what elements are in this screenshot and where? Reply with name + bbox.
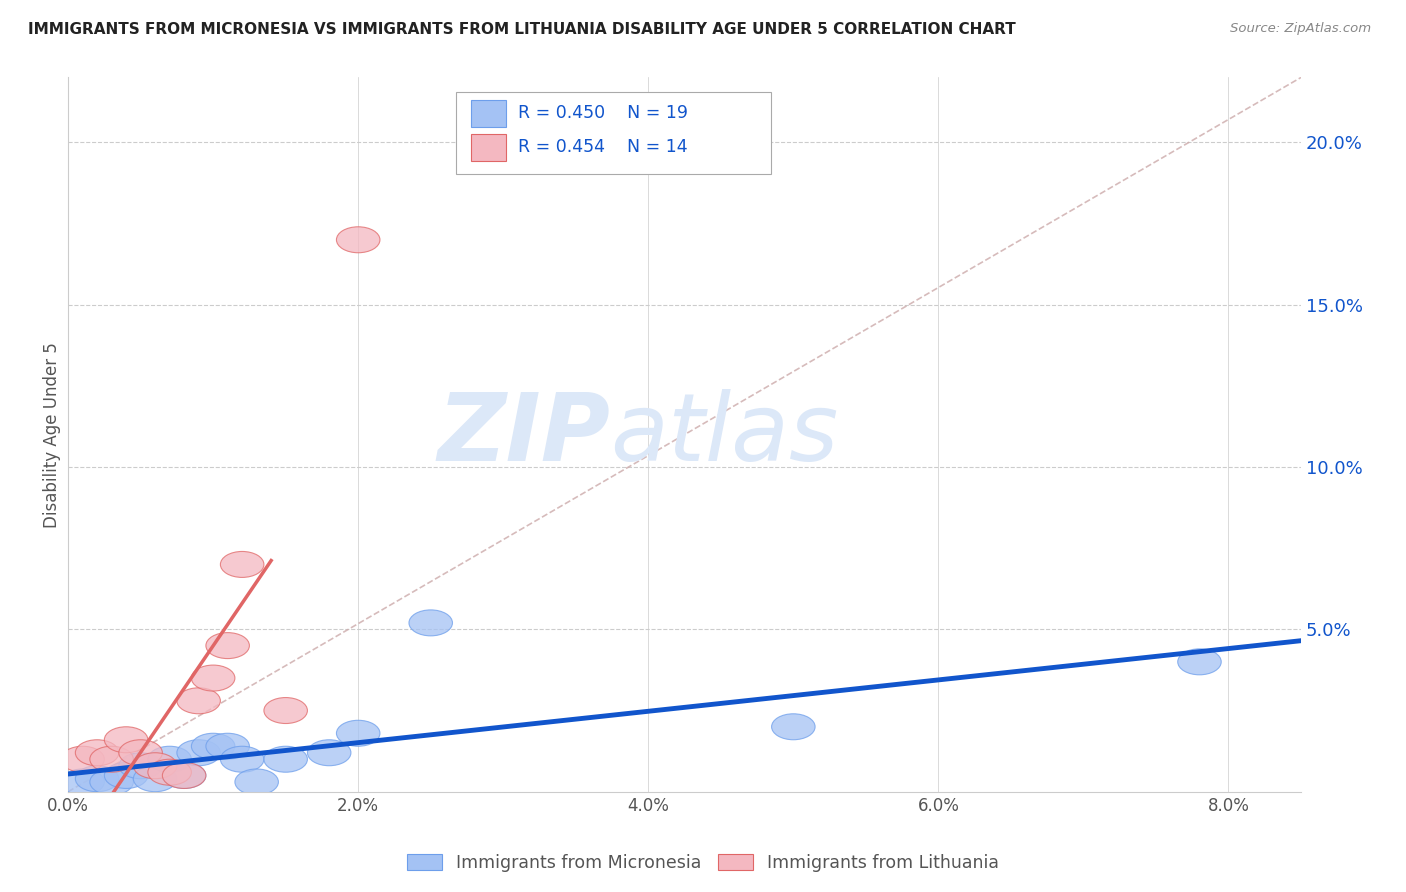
Ellipse shape xyxy=(120,739,162,765)
Ellipse shape xyxy=(60,747,104,772)
Text: atlas: atlas xyxy=(610,389,839,480)
Ellipse shape xyxy=(1178,648,1222,675)
Text: IMMIGRANTS FROM MICRONESIA VS IMMIGRANTS FROM LITHUANIA DISABILITY AGE UNDER 5 C: IMMIGRANTS FROM MICRONESIA VS IMMIGRANTS… xyxy=(28,22,1017,37)
Ellipse shape xyxy=(162,763,205,789)
Bar xyxy=(471,134,506,161)
Ellipse shape xyxy=(221,747,264,772)
Ellipse shape xyxy=(772,714,815,739)
Ellipse shape xyxy=(120,753,162,779)
Text: Source: ZipAtlas.com: Source: ZipAtlas.com xyxy=(1230,22,1371,36)
Ellipse shape xyxy=(134,765,177,792)
Ellipse shape xyxy=(264,747,308,772)
Ellipse shape xyxy=(205,632,249,658)
Ellipse shape xyxy=(235,769,278,795)
Text: R = 0.450    N = 19: R = 0.450 N = 19 xyxy=(517,104,688,122)
Ellipse shape xyxy=(264,698,308,723)
Text: R = 0.454    N = 14: R = 0.454 N = 14 xyxy=(517,137,688,156)
Ellipse shape xyxy=(104,763,148,789)
Ellipse shape xyxy=(162,763,205,789)
Ellipse shape xyxy=(177,739,221,765)
Ellipse shape xyxy=(104,727,148,753)
Ellipse shape xyxy=(336,720,380,747)
Ellipse shape xyxy=(205,733,249,759)
Ellipse shape xyxy=(134,753,177,779)
Legend: Immigrants from Micronesia, Immigrants from Lithuania: Immigrants from Micronesia, Immigrants f… xyxy=(401,847,1005,879)
Ellipse shape xyxy=(76,739,120,765)
Ellipse shape xyxy=(336,227,380,252)
Ellipse shape xyxy=(409,610,453,636)
Ellipse shape xyxy=(148,747,191,772)
Ellipse shape xyxy=(177,688,221,714)
Ellipse shape xyxy=(191,733,235,759)
FancyBboxPatch shape xyxy=(457,92,770,174)
Ellipse shape xyxy=(60,769,104,795)
Bar xyxy=(471,100,506,128)
Y-axis label: Disability Age Under 5: Disability Age Under 5 xyxy=(44,342,60,527)
Ellipse shape xyxy=(90,747,134,772)
Ellipse shape xyxy=(76,765,120,792)
Text: ZIP: ZIP xyxy=(437,389,610,481)
Ellipse shape xyxy=(221,551,264,577)
Ellipse shape xyxy=(308,739,352,765)
Ellipse shape xyxy=(148,759,191,785)
Ellipse shape xyxy=(90,769,134,795)
Ellipse shape xyxy=(191,665,235,691)
